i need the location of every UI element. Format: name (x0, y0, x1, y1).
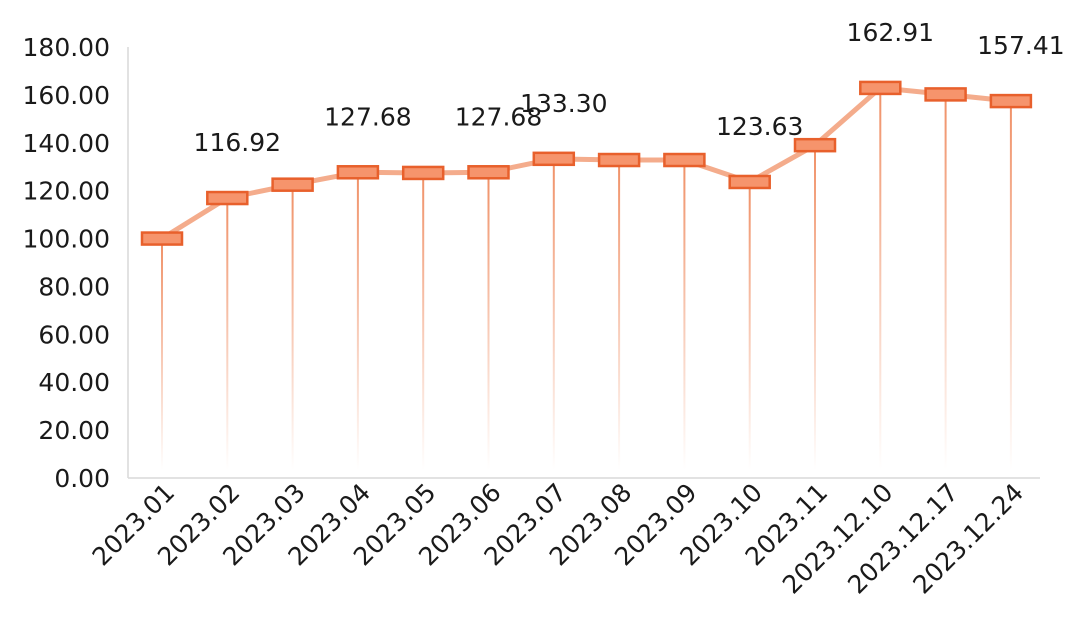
y-axis: 0.00 20.00 40.00 60.00 80.00 100.00 120.00 140.… (23, 33, 129, 493)
y-tick-label: 160.00 (23, 81, 110, 110)
drop-line (487, 172, 490, 470)
data-point-marker (271, 177, 314, 192)
drop-line (879, 87, 882, 471)
drop-line (748, 181, 751, 470)
y-tick-label: 0.00 (54, 464, 110, 493)
y-tick-label: 20.00 (38, 416, 110, 445)
y-tick-label: 60.00 (38, 320, 110, 349)
y-tick-label: 40.00 (38, 368, 110, 397)
data-point-marker (140, 231, 184, 246)
drop-line (683, 160, 686, 471)
y-tick-label: 140.00 (23, 129, 110, 158)
data-point-marker (663, 152, 706, 168)
drop-line (618, 160, 621, 471)
data-point-marker (728, 174, 771, 190)
data-point-marker (924, 87, 967, 102)
data-point-marker (401, 165, 445, 181)
y-tick-label: 120.00 (23, 177, 110, 206)
drop-line (814, 145, 816, 470)
data-point-marker (597, 152, 641, 168)
data-point-marker (336, 165, 380, 180)
y-tick-label: 180.00 (23, 33, 110, 62)
data-point-marker (793, 137, 837, 153)
data-point-marker (467, 165, 510, 180)
data-label: 157.41 (977, 31, 1064, 60)
data-label: 127.68 (324, 102, 411, 131)
drop-lines (161, 87, 1012, 471)
data-label: 133.30 (520, 89, 607, 118)
data-label: 162.91 (847, 18, 934, 47)
data-point-marker (532, 151, 576, 167)
data-point-marker (989, 93, 1033, 109)
drop-line (552, 158, 555, 470)
drop-line (291, 184, 294, 471)
y-tick-label: 100.00 (23, 225, 110, 254)
data-label: 127.68 (455, 102, 542, 131)
markers (140, 80, 1033, 246)
data-label: 116.92 (194, 128, 281, 157)
data-label: 123.63 (716, 112, 803, 141)
drop-line (356, 172, 359, 470)
drop-line (1009, 101, 1012, 470)
data-point-marker (206, 190, 249, 206)
drop-line (226, 198, 229, 470)
drop-line (161, 238, 163, 470)
drop-line (944, 94, 947, 470)
data-point-marker (859, 80, 902, 96)
x-axis: 2023.012023.022023.032023.042023.052023.… (87, 477, 1040, 599)
drop-line (422, 172, 425, 470)
y-tick-label: 80.00 (38, 272, 110, 301)
